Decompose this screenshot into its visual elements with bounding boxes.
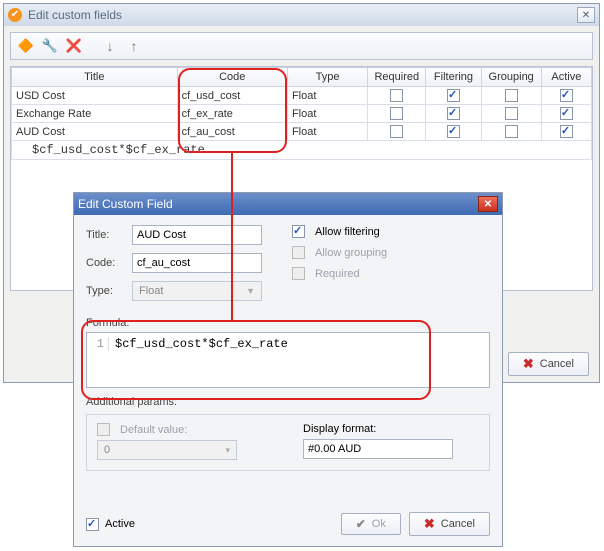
formula-preview-row: $cf_usd_cost*$cf_ex_rate — [12, 141, 592, 160]
formula-text: $cf_usd_cost*$cf_ex_rate — [115, 337, 288, 351]
table-row[interactable]: Exchange Ratecf_ex_rateFloat — [12, 105, 592, 123]
cell-active — [541, 123, 591, 141]
ok-check-icon: ✔ — [356, 517, 366, 531]
cancel-x-icon: ✖ — [424, 516, 435, 532]
title-label: Title: — [86, 229, 126, 241]
additional-params-label: Additional params: — [86, 396, 490, 408]
add-icon[interactable]: 🔶 — [17, 37, 35, 55]
table-row[interactable]: USD Costcf_usd_costFloat — [12, 87, 592, 105]
window-title: Edit custom fields — [28, 8, 577, 22]
cell-title: Exchange Rate — [12, 105, 178, 123]
titlebar: ✔ Edit custom fields ✕ — [4, 4, 599, 26]
type-label: Type: — [86, 285, 126, 297]
default-value-input: 0 ▾ — [97, 440, 237, 460]
cell-code: cf_usd_cost — [177, 87, 287, 105]
ok-label: Ok — [372, 518, 386, 530]
modal-titlebar: Edit Custom Field ✕ — [74, 193, 502, 215]
cell-grouping — [481, 105, 541, 123]
edit-field-dialog: Edit Custom Field ✕ Title: Code: Type: F… — [73, 192, 503, 547]
cell-required — [368, 105, 426, 123]
title-input[interactable] — [132, 225, 262, 245]
default-value: 0 — [104, 444, 110, 456]
cell-active — [541, 105, 591, 123]
display-format-input[interactable] — [303, 439, 453, 459]
chevron-down-icon: ▼ — [246, 286, 255, 296]
cell-grouping — [481, 123, 541, 141]
cell-grouping — [481, 87, 541, 105]
formula-label: Formula: — [86, 317, 490, 329]
formula-editor[interactable]: 1 $cf_usd_cost*$cf_ex_rate — [86, 332, 490, 388]
code-input[interactable] — [132, 253, 262, 273]
allow-grouping-label: Allow grouping — [315, 247, 387, 259]
modal-title: Edit Custom Field — [78, 197, 478, 211]
display-format-label: Display format: — [303, 423, 479, 435]
required-label: Required — [315, 268, 360, 280]
toolbar: 🔶 🔧 ❌ ↓ ↑ — [10, 32, 593, 60]
default-value-checkbox — [97, 423, 110, 436]
modal-cancel-label: Cancel — [441, 518, 475, 530]
cell-type: Float — [287, 105, 367, 123]
modal-body: Title: Code: Type: Float ▼ — [74, 215, 502, 481]
col-filtering[interactable]: Filtering — [426, 68, 481, 87]
type-combo: Float ▼ — [132, 281, 262, 301]
cell-required — [368, 123, 426, 141]
cell-code: cf_au_cost — [177, 123, 287, 141]
cell-type: Float — [287, 123, 367, 141]
col-type[interactable]: Type — [287, 68, 367, 87]
col-active[interactable]: Active — [541, 68, 591, 87]
move-down-icon[interactable]: ↓ — [101, 37, 119, 55]
default-value-label: Default value: — [120, 424, 187, 436]
col-title[interactable]: Title — [12, 68, 178, 87]
modal-footer: Active ✔ Ok ✖ Cancel — [86, 512, 490, 536]
close-icon[interactable]: ✕ — [577, 7, 595, 23]
line-number: 1 — [93, 337, 109, 351]
table-row[interactable]: AUD Costcf_au_costFloat — [12, 123, 592, 141]
move-up-icon[interactable]: ↑ — [125, 37, 143, 55]
cell-code: cf_ex_rate — [177, 105, 287, 123]
modal-close-icon[interactable]: ✕ — [478, 196, 498, 212]
stepper-icon: ▾ — [225, 445, 230, 456]
cancel-button[interactable]: ✖ Cancel — [508, 352, 589, 376]
cell-type: Float — [287, 87, 367, 105]
col-required[interactable]: Required — [368, 68, 426, 87]
main-footer: ✖ Cancel — [508, 352, 589, 376]
allow-filtering-label: Allow filtering — [315, 226, 380, 238]
ok-button[interactable]: ✔ Ok — [341, 513, 401, 535]
type-value: Float — [139, 285, 163, 297]
delete-icon[interactable]: ❌ — [65, 37, 83, 55]
col-grouping[interactable]: Grouping — [481, 68, 541, 87]
code-label: Code: — [86, 257, 126, 269]
formula-preview-cell: $cf_usd_cost*$cf_ex_rate — [12, 141, 592, 160]
cell-active — [541, 87, 591, 105]
active-checkbox[interactable] — [86, 518, 99, 531]
allow-filtering-checkbox[interactable] — [292, 225, 305, 238]
cell-title: USD Cost — [12, 87, 178, 105]
cell-filtering — [426, 105, 481, 123]
required-checkbox — [292, 267, 305, 280]
cancel-label: Cancel — [540, 358, 574, 370]
grid-header: Title Code Type Required Filtering Group… — [12, 68, 592, 87]
app-icon: ✔ — [8, 8, 22, 22]
cell-title: AUD Cost — [12, 123, 178, 141]
active-label: Active — [105, 518, 135, 530]
additional-params-group: Default value: 0 ▾ Display format: — [86, 414, 490, 471]
modal-cancel-button[interactable]: ✖ Cancel — [409, 512, 490, 536]
col-code[interactable]: Code — [177, 68, 287, 87]
cell-required — [368, 87, 426, 105]
cancel-x-icon: ✖ — [523, 356, 534, 372]
allow-grouping-checkbox — [292, 246, 305, 259]
edit-icon[interactable]: 🔧 — [41, 37, 59, 55]
cell-filtering — [426, 87, 481, 105]
cell-filtering — [426, 123, 481, 141]
